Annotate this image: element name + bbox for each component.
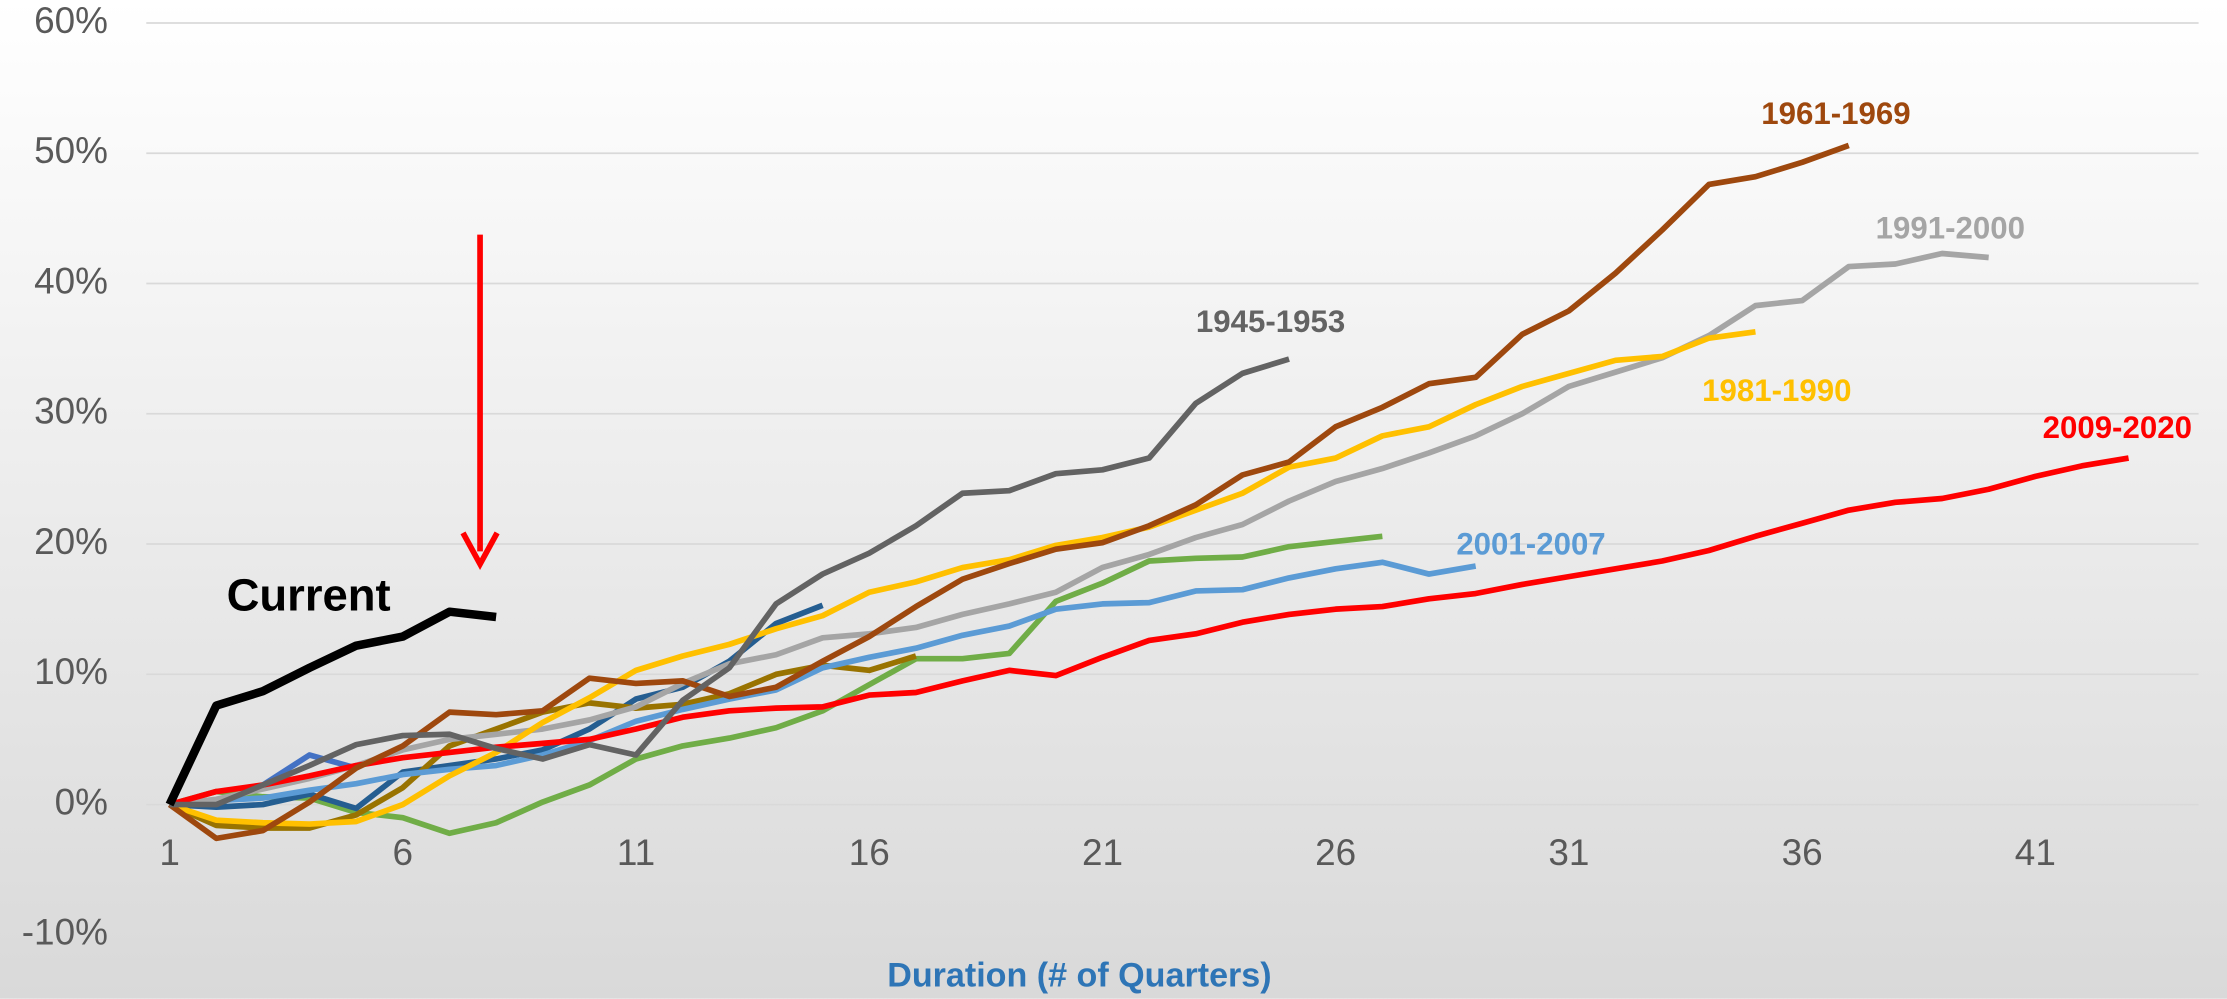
series-label: 2001-2007	[1456, 527, 1605, 562]
series-label: 1945-1953	[1196, 304, 1345, 339]
y-tick-label: 30%	[34, 391, 108, 432]
series-label: 1961-1969	[1761, 96, 1910, 131]
x-tick-label: 41	[2015, 832, 2056, 873]
y-tick-label: 0%	[55, 781, 108, 822]
x-tick-label: 36	[1782, 832, 1823, 873]
y-tick-label: 60%	[34, 0, 108, 41]
y-tick-label: 40%	[34, 260, 108, 301]
y-tick-label: 10%	[34, 651, 108, 692]
series-line	[169, 356, 1290, 808]
series-label: 1991-2000	[1876, 211, 2025, 246]
x-tick-label: 6	[393, 832, 414, 873]
y-tick-label: 50%	[34, 130, 108, 171]
x-tick-label: 16	[849, 832, 890, 873]
series-line	[165, 607, 497, 807]
series-label: 1981-1990	[1702, 373, 1851, 408]
x-tick-label: 1	[159, 832, 180, 873]
arrow-head	[460, 531, 500, 571]
series-label: Current	[227, 570, 391, 621]
series-line	[167, 142, 1850, 842]
series-line	[168, 328, 1756, 827]
x-tick-label: 11	[617, 832, 655, 873]
x-tick-label: 26	[1315, 832, 1356, 873]
series-line	[169, 559, 1477, 808]
x-axis-title: Duration (# of Quarters)	[887, 956, 1271, 994]
series-label: 2009-2020	[2043, 410, 2192, 445]
x-tick-label: 31	[1548, 832, 1589, 873]
y-tick-label: 20%	[34, 521, 108, 562]
x-tick-label: 21	[1082, 832, 1123, 873]
y-tick-label: -10%	[22, 912, 108, 953]
